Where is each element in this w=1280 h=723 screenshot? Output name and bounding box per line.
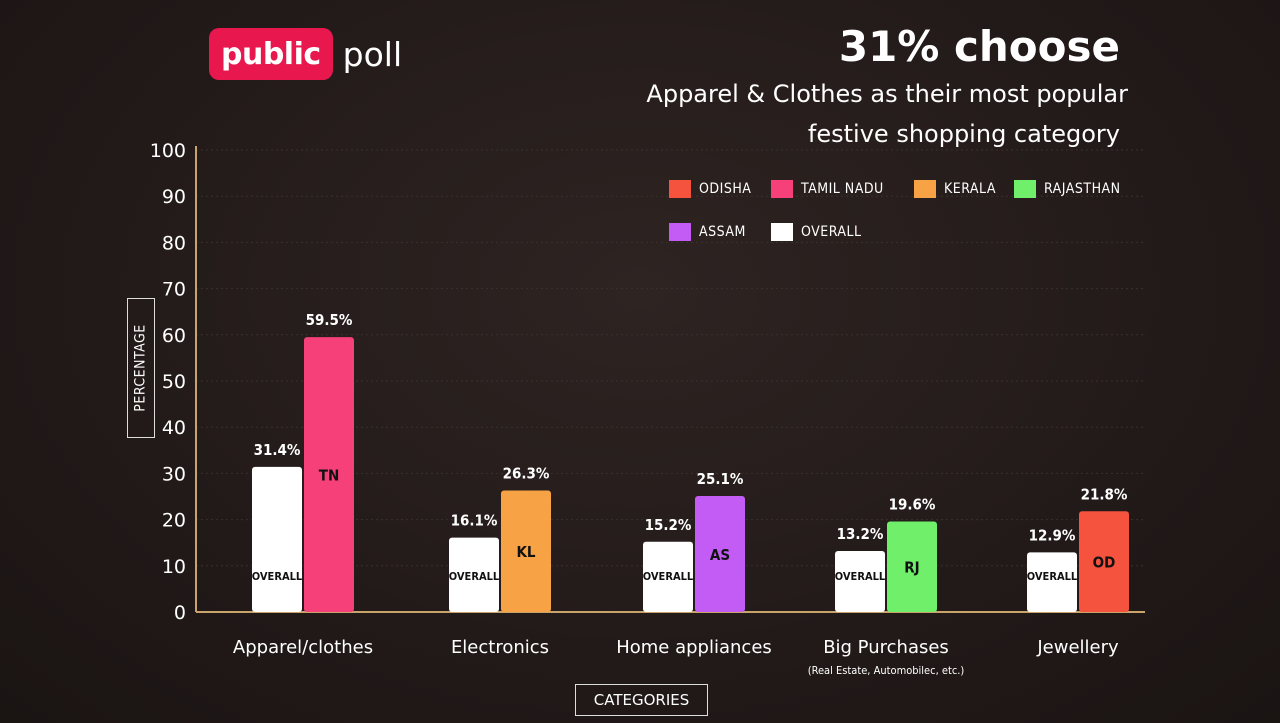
legend-swatch [771, 223, 793, 241]
logo-badge: public [209, 28, 333, 80]
y-tick-label: 40 [162, 417, 186, 439]
bar-inner-label-overall: OVERALL [252, 570, 303, 583]
bar-overall [1027, 552, 1077, 612]
bar-inner-label-overall: OVERALL [449, 570, 500, 583]
bar-inner-label-state: KL [516, 543, 535, 561]
y-tick-label: 100 [150, 140, 186, 162]
data-label-state: 26.3% [503, 464, 550, 482]
bar-state [695, 496, 745, 612]
data-label-overall: 13.2% [837, 525, 884, 543]
legend-item: TAMIL NADU [771, 180, 884, 198]
bar-overall [252, 466, 302, 612]
x-tick-label: Jewellery [1036, 637, 1119, 658]
logo-suffix: poll [342, 34, 403, 74]
data-label-overall: 12.9% [1029, 526, 1076, 544]
legend-label: RAJASTHAN [1044, 181, 1121, 197]
bar-inner-label-state: RJ [904, 559, 919, 577]
bar-inner-label-state: OD [1093, 554, 1116, 572]
y-tick-label: 90 [162, 186, 186, 208]
legend-swatch [669, 180, 691, 198]
data-label-overall: 15.2% [645, 516, 692, 534]
y-axis-label: PERCENTAGE [127, 298, 155, 438]
headline-subtitle-1: Apparel & Clothes as their most popular [646, 80, 1128, 108]
y-tick-label: 0 [174, 602, 186, 624]
y-tick-label: 50 [162, 371, 186, 393]
legend-swatch [1014, 180, 1036, 198]
x-axis-label: CATEGORIES [575, 684, 708, 716]
legend-label: OVERALL [801, 224, 862, 240]
legend-label: TAMIL NADU [801, 181, 884, 197]
legend-label: ASSAM [699, 224, 746, 240]
x-tick-sublabel: (Real Estate, Automobilec, etc.) [808, 664, 965, 677]
y-tick-label: 70 [162, 279, 186, 301]
data-label-overall: 31.4% [254, 441, 301, 459]
legend-swatch [771, 180, 793, 198]
brand-logo: public poll [209, 28, 402, 80]
data-label-overall: 16.1% [451, 512, 498, 530]
data-label-state: 25.1% [697, 470, 744, 488]
bar-inner-label-overall: OVERALL [643, 570, 694, 583]
y-axis-label-text: PERCENTAGE [133, 324, 149, 412]
x-tick-label: Home appliances [616, 637, 772, 658]
bar-state [1079, 511, 1129, 612]
legend-item: KERALA [914, 180, 996, 198]
bar-inner-label-overall: OVERALL [835, 570, 886, 583]
bar-state [304, 337, 354, 612]
y-tick-label: 30 [162, 463, 186, 485]
x-tick-label: Apparel/clothes [233, 637, 373, 658]
bar-overall [835, 551, 885, 612]
y-tick-label: 80 [162, 232, 186, 254]
legend-item: ODISHA [669, 180, 751, 198]
y-tick-label: 10 [162, 556, 186, 578]
bar-overall [643, 541, 693, 612]
legend-item: OVERALL [771, 223, 862, 241]
bar-inner-label-overall: OVERALL [1027, 570, 1078, 583]
bar-inner-label-state: TN [319, 467, 340, 485]
bar-state [887, 521, 937, 612]
data-label-state: 19.6% [889, 495, 936, 513]
bar-overall [449, 537, 499, 612]
legend-label: KERALA [944, 181, 996, 197]
legend-swatch [914, 180, 936, 198]
data-label-state: 21.8% [1081, 485, 1128, 503]
legend-label: ODISHA [699, 181, 752, 197]
headline-subtitle-2: festive shopping category [807, 120, 1120, 148]
legend-swatch [669, 223, 691, 241]
bar-state [501, 490, 551, 612]
y-tick-label: 20 [162, 510, 186, 532]
headline-title: 31% choose [838, 22, 1120, 71]
bar-inner-label-state: AS [710, 546, 730, 564]
legend-item: RAJASTHAN [1014, 180, 1121, 198]
data-label-state: 59.5% [306, 311, 353, 329]
x-tick-label: Electronics [451, 637, 549, 658]
y-tick-label: 60 [162, 325, 186, 347]
x-tick-label: Big Purchases [823, 637, 949, 658]
legend-item: ASSAM [669, 223, 746, 241]
